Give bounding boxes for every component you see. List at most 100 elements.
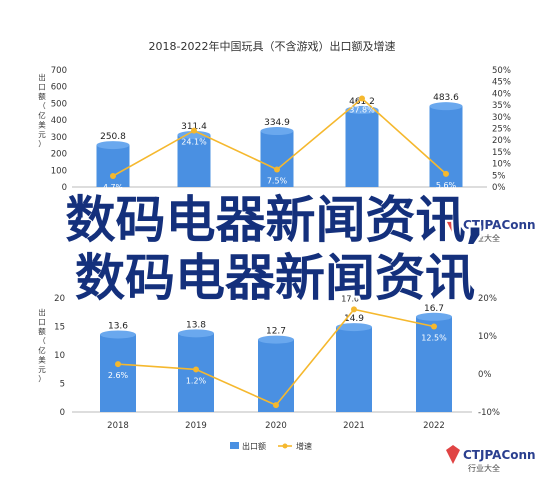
chart-1-rate-label: 37.8% [349,106,375,115]
chart-2-legend-marker [282,443,288,449]
chart-1-rate-label: 4.7% [103,183,124,192]
chart-1-rate-label: 24.1% [181,138,207,147]
chart-1-rate-point [274,166,280,173]
chart-1-value-label: 483.6 [433,93,459,103]
chart-2-rate-label: 12.5% [421,334,447,343]
chart-2-rate-label: 2.6% [108,371,129,380]
chart-1-rate-point [359,95,365,102]
chart-2-bar [258,339,294,412]
chart-1-y-tick-left: 100 [51,166,67,176]
chart-1-y-tick-left: 600 [51,83,67,93]
overlay-headline-1: 数码电器新闻资讯, [65,191,485,249]
chart-2-x-tick: 2022 [423,421,445,431]
chart-1-y-tick-left: 300 [51,133,67,143]
chart-2-bar-cap [416,312,452,321]
chart-2-legend-label: 增速 [296,441,312,451]
chart-1-y-label-char: 额 [38,91,46,101]
chart-2-x-tick: 2020 [265,421,287,431]
chart-2-bar [416,316,452,412]
chart-2-y-label-char: （ [38,337,46,346]
chart-1-rate-point [110,173,116,180]
chart-1-value-label: 311.4 [181,122,207,132]
chart-2-rate-label: 17.0% [341,294,367,303]
chart-1-y-tick-left: 400 [51,116,67,126]
chart-1-y-tick-right: 20% [492,136,511,146]
chart-2-value-label: 12.7 [266,327,286,337]
chart-1-y-tick-right: 25% [492,125,511,135]
chart-1-bar-cap [96,141,130,150]
chart-2-y-label-char: 亿 [38,345,46,355]
chart-2-rate-point [351,306,357,313]
chart-2-rate-label: -8.2% [264,412,288,421]
chart-1-y-tick-right: 5% [492,171,506,181]
chart-1-y-label-char: 出 [38,72,46,82]
chart-1-bar [96,145,130,187]
chart-2-rate-point [193,366,199,373]
chart-1-y-tick-right: 15% [492,148,511,158]
watermark-1-brand: CTJPAConn [463,218,536,232]
chart-1-y-tick-right: 30% [492,113,511,123]
chart-2-bar [336,327,372,412]
chart-1-bar-cap [429,102,463,111]
chart-2-bar-cap [336,323,372,332]
chart-2-rate-label: 1.2% [186,376,207,385]
chart-2-x-tick: 2021 [343,421,365,431]
chart-2-y-tick-right: 10% [478,332,497,342]
chart-2-x-tick: 2019 [185,421,207,431]
chart-2-bar-cap [258,335,294,344]
chart-2-legend-swatch-bar [230,442,239,449]
chart-2-legend-label: 出口额 [242,441,266,451]
chart-2-y-tick-left: 0 [60,408,65,418]
chart-1-y-tick-right: 10% [492,160,511,170]
chart-2-rate-point [115,361,121,368]
chart-1-bar-cap [260,127,294,136]
watermark-2-subtitle: 行业大全 [468,463,500,473]
chart-2-value-label: 16.7 [424,304,444,314]
chart-2-bar-cap [178,329,214,338]
chart-1-y-tick-right: 35% [492,101,511,111]
chart-2-bar [178,333,214,412]
chart-2-y-tick-right: 20% [478,294,497,304]
chart-1-y-tick-right: 0% [492,183,506,193]
chart-1-bar [345,109,379,187]
chart-1-bar-cap [345,105,379,114]
chart-1-y-tick-right: 50% [492,66,511,76]
chart-1-y-tick-left: 700 [51,66,67,76]
chart-1-value-label: 250.8 [100,132,126,142]
chart-1-value-label: 461.2 [349,97,375,107]
chart-2-value-label: 14.9 [344,314,364,324]
chart-2-rate-point [273,402,279,409]
chart-2-y-tick-left: 10 [54,351,65,361]
chart-2-y-label-char: ） [38,375,46,384]
chart-1-title: 2018-2022年中国玩具（不含游戏）出口额及增速 [149,39,396,53]
chart-2-value-label: 13.6 [108,321,128,331]
chart-2-y-label-char: 美 [38,355,46,365]
chart-2-y-label-char: 出 [38,307,46,317]
chart-1-y-tick-left: 200 [51,150,67,160]
chart-2-y-tick-left: 15 [54,323,65,333]
chart-1-y-tick-left: 0 [62,183,67,193]
chart-1-y-tick-right: 45% [492,78,511,88]
chart-2-bar [100,334,136,412]
chart-1-bar-cap [177,130,211,139]
overlay-headline-2: 数码电器新闻资讯 [75,249,475,307]
chart-1-y-label-char: 美 [38,120,46,130]
chart-2-rate-point [431,323,437,330]
chart-2-value-label: 13.8 [186,320,206,330]
chart-1-y-label-char: 亿 [38,110,46,120]
chart-1-y-label-char: 口 [38,83,46,92]
chart-1-bar [177,134,211,187]
watermark-2-logo-icon [446,445,460,464]
chart-1-value-label: 334.9 [264,118,290,128]
chart-2-y-tick-right: 0% [478,370,492,380]
chart-2-y-tick-left: 20 [54,294,65,304]
chart-2-y-label-char: 额 [38,326,46,336]
chart-1-y-tick-right: 40% [492,89,511,99]
chart-1-rate-label: 5.6% [436,181,457,190]
chart-2-x-tick: 2018 [107,421,129,431]
chart-1-rate-point [191,127,197,134]
chart-2-y-tick-right: -10% [478,408,500,418]
chart-1-rate-label: 7.5% [267,176,288,185]
chart-1-y-label-char: 元 [38,130,46,139]
